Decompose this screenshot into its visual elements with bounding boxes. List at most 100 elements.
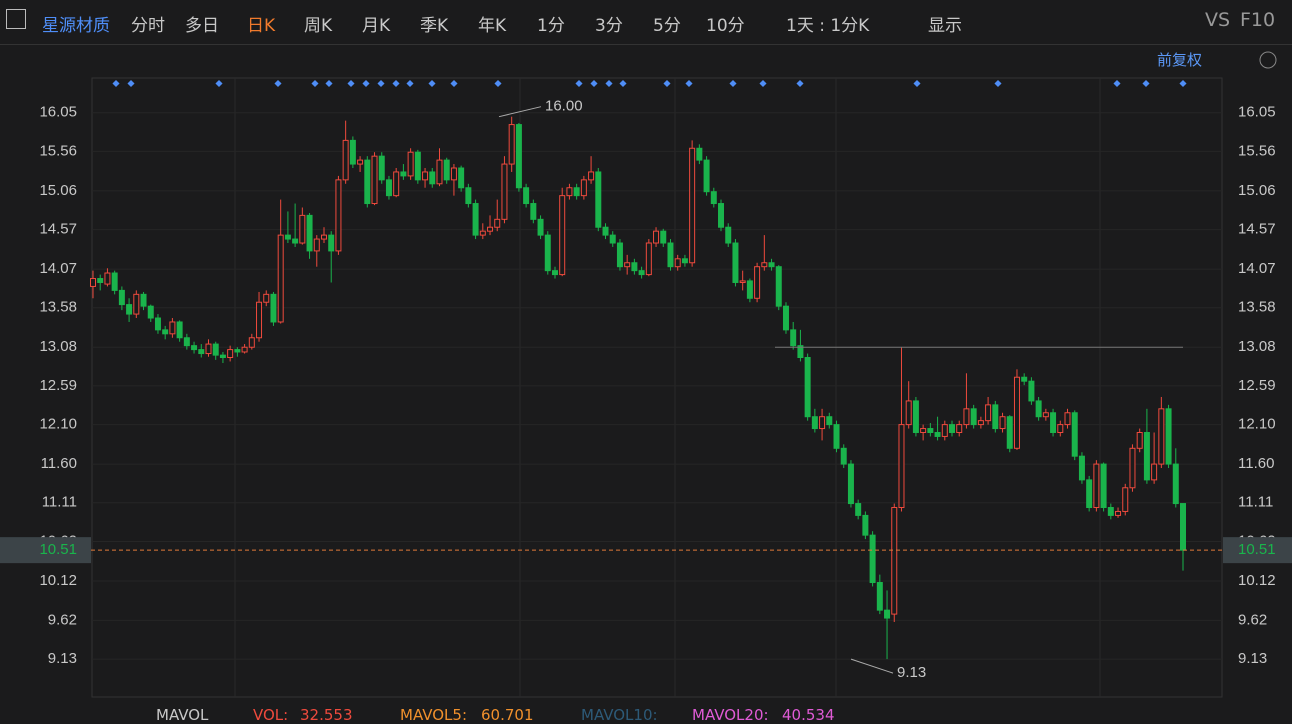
- candle-body: [580, 179, 587, 197]
- marker: [494, 79, 502, 88]
- candle-body: [530, 203, 537, 220]
- candle-body: [97, 278, 104, 283]
- candle-body: [833, 424, 840, 449]
- y2-tick-label: 14.07: [1238, 260, 1276, 277]
- tab[interactable]: 日K: [247, 16, 276, 36]
- candle-body: [754, 266, 761, 299]
- chart: 前复权 16.05 16.05 15.56 15.56 15.06 15.06 14.57 1…: [0, 51, 1292, 698]
- vol-label: VOL:: [253, 706, 289, 724]
- candle-body: [1057, 424, 1064, 434]
- candle-body: [277, 234, 284, 323]
- last-price-label: 10.51: [39, 541, 77, 558]
- tab[interactable]: 月K: [362, 16, 391, 36]
- y-tick-label: 11.11: [42, 494, 77, 511]
- marker: [347, 79, 355, 88]
- stock-name[interactable]: 星源材质: [42, 16, 110, 36]
- menu-icon[interactable]: [6, 9, 26, 29]
- tab[interactable]: 分时: [131, 16, 165, 36]
- candle-body: [797, 345, 804, 358]
- candle-body: [681, 258, 688, 264]
- candle-body: [126, 304, 133, 315]
- annotation-label: 9.13: [897, 664, 926, 681]
- candle-body: [487, 226, 494, 232]
- tab[interactable]: 3分: [595, 16, 623, 36]
- candle-body: [400, 171, 407, 177]
- candle-body: [624, 262, 631, 268]
- adjust-button[interactable]: 前复权: [1157, 51, 1202, 69]
- y2-tick-label: 13.58: [1238, 299, 1276, 316]
- candle-body: [313, 238, 320, 252]
- tab[interactable]: 季K: [420, 16, 449, 36]
- candle-body: [118, 289, 125, 306]
- zoom-out-icon[interactable]: [1259, 51, 1277, 69]
- tab[interactable]: 10分: [706, 16, 745, 36]
- candle-body: [1136, 432, 1143, 449]
- candle-body: [328, 234, 335, 252]
- y-tick-label: 15.56: [39, 142, 77, 159]
- candle-body: [479, 230, 486, 236]
- vs-button[interactable]: VS: [1205, 9, 1231, 31]
- toolbar: 星源材质 分时 多日 日K 周K 月K 季K 年K 1分 3分 5分 10分 1天 : 1分K 显示…: [0, 0, 1292, 45]
- candle-body: [306, 214, 313, 252]
- candle-body: [414, 151, 421, 181]
- candle-body: [357, 159, 364, 165]
- tab[interactable]: 多日: [185, 16, 219, 36]
- marker: [759, 79, 767, 88]
- marker: [127, 79, 135, 88]
- candle-body: [710, 191, 717, 205]
- candle-body: [458, 167, 465, 189]
- marker: [1142, 79, 1150, 88]
- candle-body: [790, 329, 797, 347]
- candle-body: [133, 293, 140, 315]
- tab[interactable]: 5分: [653, 16, 681, 36]
- candle-body: [1165, 408, 1172, 465]
- candle-body: [725, 226, 732, 244]
- ma5-value: 60.701: [481, 706, 534, 724]
- y-tick-label: 9.13: [48, 650, 77, 667]
- candle-body: [1035, 400, 1042, 418]
- annotation-leader: [850, 658, 894, 674]
- candle-body: [1180, 503, 1186, 551]
- candle-body: [862, 514, 869, 536]
- candle-body: [371, 155, 378, 205]
- candle-body: [284, 234, 291, 240]
- y-tick-label: 11.60: [41, 455, 77, 472]
- candle-body: [465, 187, 472, 205]
- marker: [274, 79, 282, 88]
- y2-tick-label: 14.57: [1238, 221, 1276, 238]
- candle-body: [407, 151, 414, 177]
- marker: [450, 79, 458, 88]
- y2-tick-label: 11.60: [1238, 455, 1274, 472]
- candle-body: [147, 305, 154, 319]
- candle-body: [378, 155, 385, 181]
- tab[interactable]: 周K: [304, 16, 333, 36]
- period[interactable]: 1天 : 1分K: [786, 16, 870, 36]
- tab[interactable]: 1分: [537, 16, 565, 36]
- candle-body: [689, 147, 696, 264]
- candle-body: [263, 293, 270, 303]
- candle-body: [566, 187, 573, 197]
- candle-body: [472, 203, 479, 236]
- candle-body: [162, 329, 169, 335]
- marker: [685, 79, 693, 88]
- candle-body: [674, 258, 681, 268]
- display-button[interactable]: 显示: [928, 16, 962, 36]
- candle-body: [667, 242, 674, 268]
- candle-body: [198, 349, 205, 355]
- marker: [663, 79, 671, 88]
- y2-tick-label: 9.13: [1238, 650, 1267, 667]
- marker: [362, 79, 370, 88]
- marker: [1179, 79, 1187, 88]
- tab[interactable]: 年K: [478, 16, 507, 36]
- candle-body: [1151, 463, 1158, 481]
- candle-body: [1100, 463, 1107, 509]
- indicator-name[interactable]: MAVOL: [156, 706, 209, 724]
- candle-body: [898, 424, 905, 509]
- f10-button[interactable]: F10: [1240, 9, 1276, 31]
- candle-body: [761, 262, 768, 268]
- candle-body: [241, 346, 248, 353]
- candle-body: [393, 171, 400, 197]
- candle-body: [970, 408, 977, 426]
- marker: [590, 79, 598, 88]
